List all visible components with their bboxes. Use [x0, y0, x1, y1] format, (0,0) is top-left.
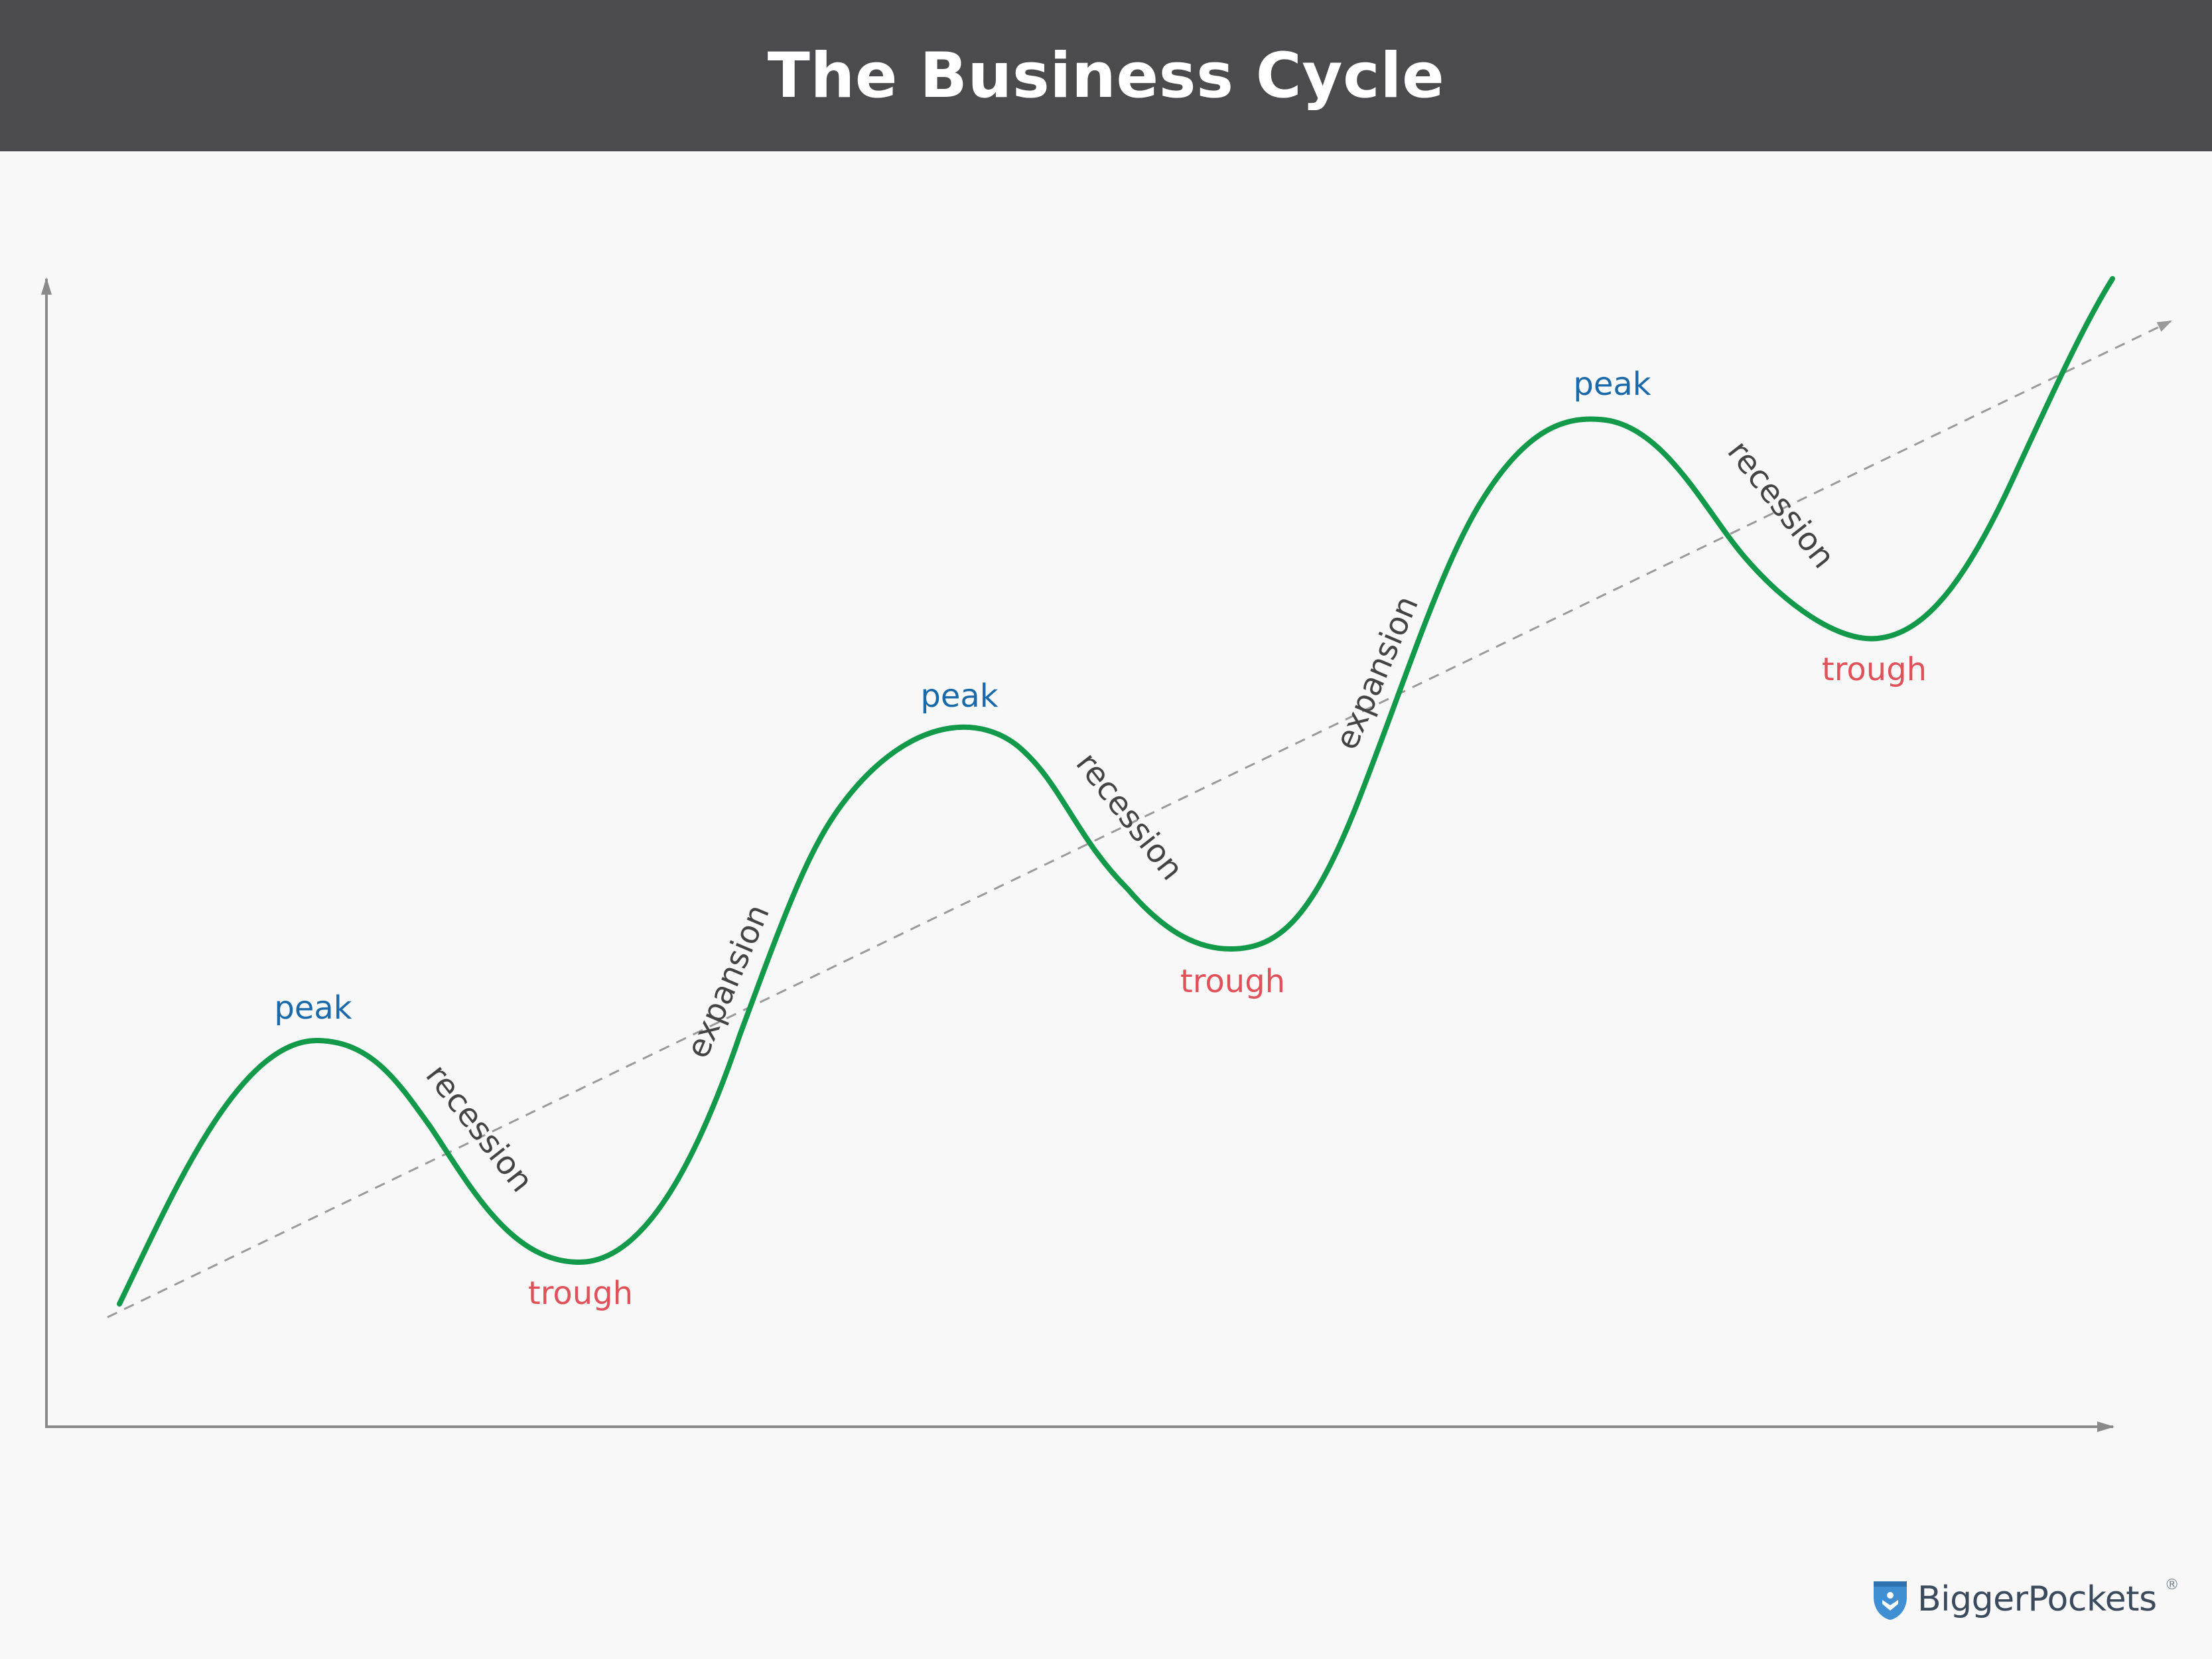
brand-logo: BiggerPockets ®: [1871, 1574, 2179, 1624]
recession-label: recession: [419, 1057, 541, 1199]
trough-label: trough: [1180, 963, 1285, 1000]
peak-label: peak: [1573, 366, 1651, 403]
cycle-curve: [117, 276, 2115, 1307]
page-title: The Business Cycle: [767, 39, 1445, 112]
pocket-logo-icon: [1874, 1581, 1907, 1620]
peak-label: peak: [274, 989, 352, 1027]
registered-mark: ®: [2164, 1577, 2179, 1593]
trough-label: trough: [528, 1275, 633, 1312]
recession-label: recession: [1069, 745, 1191, 887]
expansion-label: expansion: [1328, 591, 1426, 755]
header-bar: The Business Cycle: [0, 0, 2212, 151]
peak-label: peak: [920, 678, 998, 715]
recession-label: recession: [1720, 433, 1842, 575]
brand-name: BiggerPockets: [1917, 1579, 2157, 1619]
trend-line: [107, 320, 2172, 1319]
trough-label: trough: [1822, 651, 1927, 688]
